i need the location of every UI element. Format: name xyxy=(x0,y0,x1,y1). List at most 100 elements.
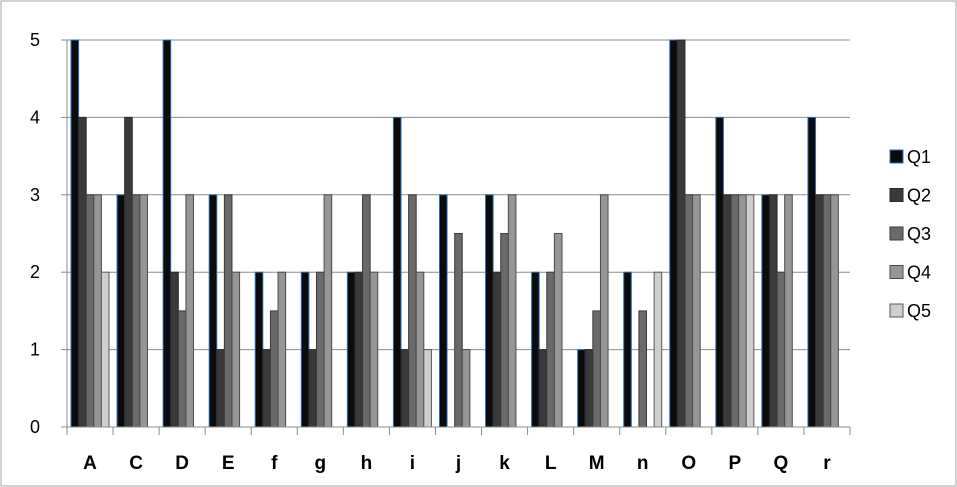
y-tick-label: 5 xyxy=(30,30,40,50)
x-tick-label-L: L xyxy=(545,453,557,474)
bar-Q3-j xyxy=(454,233,463,428)
bar-Q3-Q xyxy=(776,271,786,428)
bar-Q1-k xyxy=(485,194,494,428)
x-tick-label-O: O xyxy=(681,453,696,474)
legend-swatch-Q4 xyxy=(889,265,904,279)
legend: Q1 Q2 Q3 Q4 Q5 xyxy=(889,147,931,321)
bar-Q5-n xyxy=(653,271,663,428)
bar-Q5-A xyxy=(100,271,110,428)
y-tick-label: 4 xyxy=(30,107,40,127)
bar-Q1-g xyxy=(300,271,310,428)
bar-Q4-P xyxy=(738,194,747,428)
bar-Q3-n xyxy=(638,310,648,428)
bar-Q1-P xyxy=(715,116,724,428)
bar-Q1-j xyxy=(438,194,448,428)
legend-swatch-Q1 xyxy=(889,149,904,164)
bar-Q2-E xyxy=(216,349,225,428)
bar-Q4-C xyxy=(139,194,148,428)
bar-Q1-i xyxy=(392,116,402,428)
bar-Q1-L xyxy=(531,271,540,428)
x-tick-label-P: P xyxy=(729,453,742,474)
bar-Q4-M xyxy=(599,194,609,428)
x-tick-label-k: k xyxy=(499,453,510,474)
y-tick-label: 1 xyxy=(30,340,40,360)
bar-Q3-C xyxy=(131,194,141,428)
y-tick-label: 3 xyxy=(30,185,40,205)
bar-Q3-M xyxy=(592,310,601,428)
bar-Q1-E xyxy=(208,194,218,428)
bar-Q3-h xyxy=(362,194,371,428)
bar-Q4-A xyxy=(93,194,102,428)
x-tick-label-A: A xyxy=(83,453,97,474)
bar-Q2-A xyxy=(78,116,87,428)
x-tick-label-n: n xyxy=(637,453,649,474)
bar-Q3-g xyxy=(315,271,325,428)
bar-Q5-P xyxy=(745,194,755,428)
bar-Q4-D xyxy=(185,194,195,428)
bar-Q1-n xyxy=(623,271,632,428)
bar-Q2-O xyxy=(676,39,686,428)
bar-Q2-D xyxy=(170,271,179,428)
bar-Q4-Q xyxy=(784,194,793,428)
bar-Q5-i xyxy=(423,349,432,428)
legend-swatch-Q2 xyxy=(889,188,904,202)
legend-label-Q5: Q5 xyxy=(907,301,931,321)
x-tick-label-j: j xyxy=(455,453,461,474)
legend-label-Q1: Q1 xyxy=(907,147,931,167)
bar-Q4-L xyxy=(553,233,563,428)
bar-Q4-E xyxy=(231,271,241,428)
bar-Q4-i xyxy=(415,271,425,428)
x-tick-label-r: r xyxy=(823,453,831,474)
bar-Q3-O xyxy=(684,194,694,428)
y-tick-label: 2 xyxy=(30,262,40,282)
bar-Q3-f xyxy=(269,310,279,428)
bar-Q2-M xyxy=(584,349,594,428)
bar-Q1-f xyxy=(254,271,264,428)
bar-Q1-O xyxy=(669,39,678,428)
bar-Q1-r xyxy=(807,116,817,428)
bar-Q4-r xyxy=(830,194,839,428)
bar-Q2-r xyxy=(815,194,824,428)
bar-Q1-A xyxy=(70,39,80,428)
x-tick-label-Q: Q xyxy=(774,453,789,474)
bars xyxy=(70,39,839,428)
bar-Q4-f xyxy=(277,271,287,428)
bar-Q2-C xyxy=(124,116,133,428)
bar-Q2-P xyxy=(722,194,732,428)
legend-label-Q3: Q3 xyxy=(907,224,931,244)
x-tick-label-E: E xyxy=(222,453,235,474)
bar-Q3-i xyxy=(408,194,417,428)
legend-label-Q2: Q2 xyxy=(907,186,931,206)
bar-Q4-g xyxy=(323,194,333,428)
bar-Q2-Q xyxy=(768,194,778,428)
x-tick-label-g: g xyxy=(315,453,327,474)
x-tick-label-D: D xyxy=(175,453,189,474)
bar-Q4-h xyxy=(369,271,379,428)
bar-Q2-k xyxy=(492,271,502,428)
bar-Q2-L xyxy=(538,349,548,428)
bar-Q1-Q xyxy=(761,194,770,428)
legend-swatch-Q3 xyxy=(889,226,904,241)
bar-Q1-M xyxy=(577,349,586,428)
bar-Q1-h xyxy=(346,271,356,428)
x-tick-label-f: f xyxy=(271,453,278,474)
legend-swatch-Q5 xyxy=(889,303,904,318)
y-tick-label: 0 xyxy=(30,417,40,437)
bar-Q2-g xyxy=(308,349,317,428)
x-tick-label-M: M xyxy=(589,453,605,474)
bar-Q3-L xyxy=(546,271,555,428)
x-tick-label-h: h xyxy=(361,453,373,474)
bar-Q4-O xyxy=(692,194,701,428)
x-tick-label-i: i xyxy=(410,453,415,474)
bar-Q1-D xyxy=(162,39,172,428)
bar-Q1-C xyxy=(116,194,126,428)
bar-Q2-i xyxy=(400,349,410,428)
bar-Q2-f xyxy=(262,349,271,428)
bar-Q3-k xyxy=(500,233,509,428)
x-tick-label-C: C xyxy=(129,453,143,474)
bar-Q3-D xyxy=(177,310,187,428)
bar-Q3-P xyxy=(730,194,740,428)
